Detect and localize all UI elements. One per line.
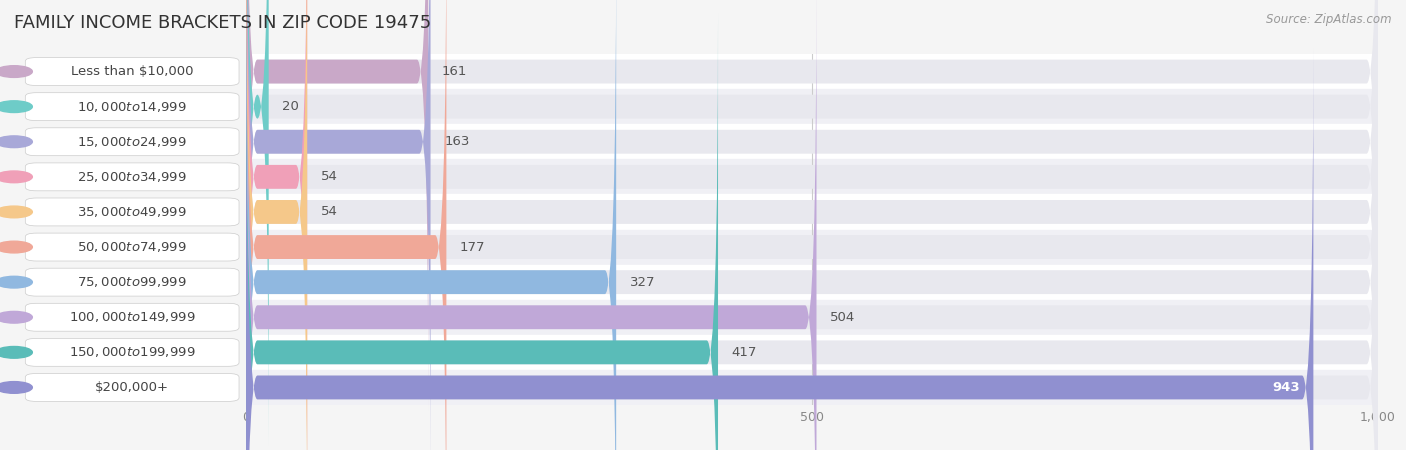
FancyBboxPatch shape [246,0,307,450]
FancyBboxPatch shape [246,0,446,450]
Text: 943: 943 [1272,381,1299,394]
Text: 163: 163 [444,135,470,148]
Bar [0,265,1406,300]
FancyBboxPatch shape [246,0,430,450]
FancyBboxPatch shape [246,0,1378,410]
Text: 161: 161 [441,65,467,78]
FancyBboxPatch shape [246,0,1378,446]
FancyBboxPatch shape [246,0,1378,450]
Bar [0,194,1406,230]
Text: 417: 417 [731,346,756,359]
Bar [0,370,1406,405]
Text: FAMILY INCOME BRACKETS IN ZIP CODE 19475: FAMILY INCOME BRACKETS IN ZIP CODE 19475 [14,14,432,32]
Text: $150,000 to $199,999: $150,000 to $199,999 [69,345,195,360]
Text: $200,000+: $200,000+ [96,381,169,394]
Text: $15,000 to $24,999: $15,000 to $24,999 [77,135,187,149]
FancyBboxPatch shape [246,0,307,450]
Bar [0,230,1406,265]
Text: 177: 177 [460,241,485,253]
Text: 20: 20 [283,100,299,113]
Text: $100,000 to $149,999: $100,000 to $149,999 [69,310,195,324]
FancyBboxPatch shape [246,14,718,450]
Text: $35,000 to $49,999: $35,000 to $49,999 [77,205,187,219]
Text: $75,000 to $99,999: $75,000 to $99,999 [77,275,187,289]
FancyBboxPatch shape [246,0,817,450]
FancyBboxPatch shape [246,0,1378,450]
Text: 54: 54 [321,206,337,218]
FancyBboxPatch shape [246,0,1378,450]
Text: Source: ZipAtlas.com: Source: ZipAtlas.com [1267,14,1392,27]
FancyBboxPatch shape [246,0,429,410]
Text: Less than $10,000: Less than $10,000 [70,65,194,78]
Bar [0,300,1406,335]
FancyBboxPatch shape [246,49,1378,450]
Text: 327: 327 [630,276,655,288]
FancyBboxPatch shape [246,0,1378,450]
Bar [0,124,1406,159]
Text: $50,000 to $74,999: $50,000 to $74,999 [77,240,187,254]
Bar [0,335,1406,370]
Bar [0,89,1406,124]
Text: 504: 504 [830,311,855,324]
Bar [0,54,1406,89]
FancyBboxPatch shape [246,0,616,450]
FancyBboxPatch shape [246,14,1378,450]
FancyBboxPatch shape [246,0,269,446]
FancyBboxPatch shape [246,49,1313,450]
Text: $10,000 to $14,999: $10,000 to $14,999 [77,99,187,114]
Text: 54: 54 [321,171,337,183]
FancyBboxPatch shape [246,0,1378,450]
Bar [0,159,1406,194]
Text: $25,000 to $34,999: $25,000 to $34,999 [77,170,187,184]
FancyBboxPatch shape [246,0,1378,450]
